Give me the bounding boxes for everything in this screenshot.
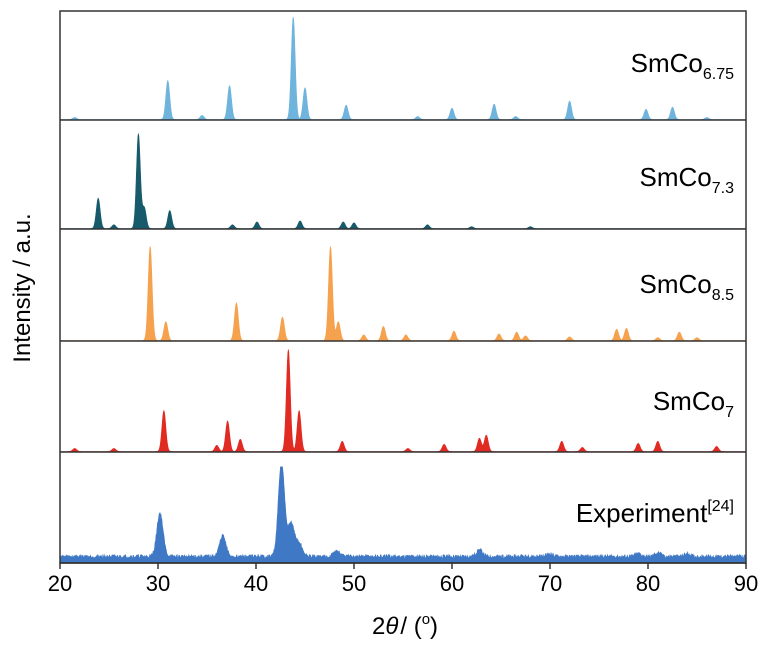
x-tick-label-30: 30 [146, 571, 170, 596]
x-tick-label-90: 90 [734, 571, 758, 596]
x-tick-label-70: 70 [538, 571, 562, 596]
x-axis-label-prefix: 2 [372, 613, 385, 640]
y-axis-label: Intensity / a.u. [9, 213, 36, 362]
series-label-main-2: SmCo [640, 269, 712, 299]
x-tick-label-80: 80 [636, 571, 660, 596]
x-tick-label-50: 50 [342, 571, 366, 596]
plot-frame [59, 10, 747, 564]
series-label-sup-4: [24] [707, 498, 734, 515]
series-label-sub-0: 6.75 [703, 66, 734, 83]
x-tick-label-20: 20 [48, 571, 72, 596]
series-label-2: SmCo8.5 [640, 269, 735, 304]
series-label-main-1: SmCo [640, 162, 712, 192]
series-area-3 [59, 349, 747, 453]
series-label-1: SmCo7.3 [640, 162, 735, 197]
x-tick-label-60: 60 [440, 571, 464, 596]
series-label-sub-1: 7.3 [712, 180, 734, 197]
x-axis-label-var: θ [385, 613, 398, 640]
frame-rect [59, 10, 747, 564]
x-axis-label-degree: o [422, 611, 430, 628]
series-label-sub-2: 8.5 [712, 287, 734, 304]
series-label-4: Experiment[24] [576, 498, 734, 528]
x-axis: 20 30 40 50 60 70 80 90 [48, 563, 758, 596]
x-axis-label-unit-close: ) [430, 613, 438, 640]
x-tick-label-40: 40 [244, 571, 268, 596]
series-label-main-0: SmCo [631, 48, 703, 78]
series-label-3: SmCo7 [653, 386, 734, 421]
series-label-sub-3: 7 [725, 404, 734, 421]
series-label-main-3: SmCo [653, 386, 725, 416]
x-axis-label-unit-open: / ( [400, 613, 421, 640]
x-axis-label: 2θ/ (o) [372, 611, 438, 640]
series-label-main-4: Experiment [576, 498, 708, 528]
series-area-4 [59, 466, 747, 564]
series-label-0: SmCo6.75 [631, 48, 734, 83]
panels-group: SmCo6.75SmCo7.3SmCo8.5SmCo7Experiment[24… [59, 16, 747, 564]
